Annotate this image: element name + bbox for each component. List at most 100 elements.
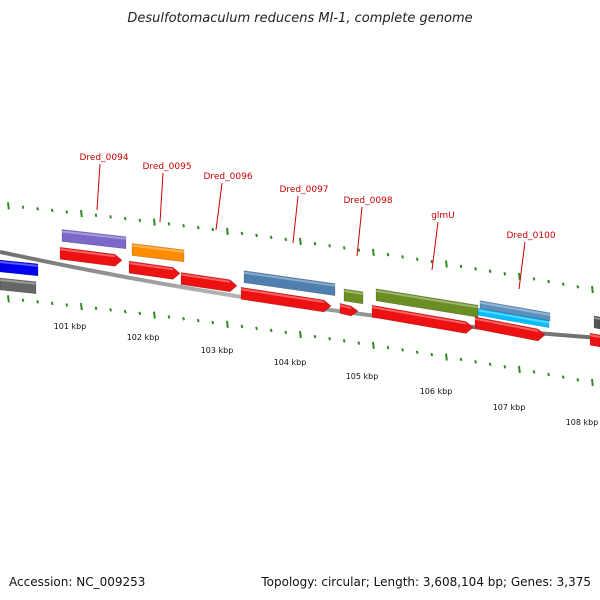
gene-label-dred-0094[interactable]: Dred_0094 [79,153,128,163]
tick-mark [36,300,39,304]
gene-block-gray-highlight [0,279,36,285]
gene-block-dred-0097 [243,270,336,296]
cds-arrow-right-red-highlight [590,334,600,338]
tick-mark [576,378,580,382]
scale-label-107: 107 kbp [493,403,526,412]
gene-block-dred-0100-b [477,307,550,329]
tick-mark [109,215,112,219]
tick-mark [372,248,375,256]
tick-mark [299,330,302,339]
tick-mark [196,318,200,323]
label-leader-line-4 [356,206,363,257]
tick-mark [269,328,273,333]
tick-mark [488,362,492,367]
tick-mark [459,264,463,269]
gene-label-dred-0097[interactable]: Dred_0097 [279,185,328,195]
label-leader-line-6 [518,241,526,290]
gene-label-dred-0096[interactable]: Dred_0096 [203,172,252,182]
scale-label-103: 103 kbp [201,346,234,355]
tick-mark [36,207,39,211]
cds-arrow-dred-0095-highlight [129,262,173,271]
gene-block-glmu [375,288,479,318]
tick-mark [284,237,288,242]
gene-block-dred-0095-highlight [132,244,184,253]
scale-label-104: 104 kbp [274,358,307,367]
tick-mark [7,295,10,303]
label-leader-line-1 [159,172,164,223]
accession-text: Accession: NC_009253 [9,575,145,589]
tick-mark [226,227,229,236]
tick-mark [299,237,302,246]
gene-block-blue [0,259,39,277]
tick-mark [357,341,361,345]
tick-mark [415,257,419,261]
tick-mark [50,208,54,213]
tick-mark [474,267,477,271]
cds-arrow-dred-0100-highlight [475,317,538,332]
tick-mark [488,269,492,274]
gene-block-dred-0094 [61,229,127,250]
scale-label-108: 108 kbp [566,418,599,427]
tick-mark [386,345,390,350]
tick-mark [386,252,390,257]
tick-mark [430,259,434,264]
tick-mark [80,302,83,311]
tick-mark [459,357,463,362]
tick-mark [284,330,288,335]
tick-mark [561,282,565,286]
gene-label-dred-0100[interactable]: Dred_0100 [506,231,555,241]
label-leader-line-5 [431,221,439,271]
gene-block-gray [0,277,37,295]
label-leader-line-2 [215,182,223,231]
tick-mark [547,372,550,377]
gene-label-dred-0098[interactable]: Dred_0098 [343,196,392,206]
tick-mark [518,365,521,373]
cds-arrow-glmu-highlight [372,306,466,325]
tick-mark [182,223,185,228]
tick-mark [328,336,331,341]
tick-mark [65,210,69,214]
cds-arrow-dred-0096 [180,272,238,293]
gene-label-glmu[interactable]: glmU [431,211,455,221]
scale-label-102: 102 kbp [127,333,160,342]
gene-labels: Dred_0094 Dred_0095 Dred_0096 Dred_0097 … [79,153,555,241]
cds-arrow-glmu [371,304,474,334]
tick-mark [591,378,594,387]
tick-mark [123,216,127,221]
tick-mark [80,209,83,218]
tick-mark [503,272,507,276]
tick-mark [240,324,244,329]
gene-block-dred-0100 [479,300,551,322]
tick-mark [255,326,258,331]
tick-mark [167,315,171,319]
cds-arrow-right-red [589,332,600,348]
scale-label-101: 101 kbp [54,322,87,331]
gene-block-dred-0100-b-highlight [478,309,549,324]
tick-mark [21,298,25,303]
gene-label-lines [96,163,526,290]
cds-arrow-dred-0097-highlight [241,288,324,304]
tick-mark [153,311,156,319]
tick-mark [65,303,69,307]
tick-mark [474,360,477,364]
gene-block-dred-0100-highlight [480,301,550,316]
tick-mark [182,316,185,321]
label-leader-line-0 [96,163,101,211]
cds-arrow-dred-0100 [474,316,546,342]
tick-mark [357,248,361,252]
tick-mark [138,218,142,223]
tick-mark [50,301,54,306]
label-leader-line-3 [292,195,299,244]
tick-mark [255,233,258,238]
tick-mark [532,370,536,374]
map-title: Desulfotomaculum reducens MI-1, complete… [127,11,472,26]
gene-label-dred-0095[interactable]: Dred_0095 [142,162,191,172]
feature-track [0,229,600,348]
tick-mark [503,365,507,369]
tick-mark [240,231,244,236]
tick-mark [211,227,215,232]
tick-mark [445,260,448,268]
tick-mark [167,222,171,226]
tick-mark [21,205,25,210]
